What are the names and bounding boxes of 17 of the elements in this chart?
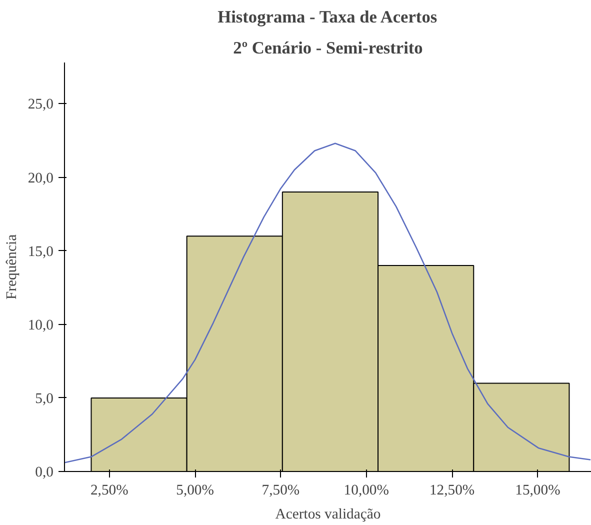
- y-tick-label: 0,0: [35, 464, 54, 480]
- x-tick-label: 12,50%: [429, 482, 475, 498]
- x-tick-label: 10,00%: [344, 482, 389, 498]
- y-axis-title: Frequência: [4, 234, 20, 300]
- y-tick-label: 20,0: [28, 170, 54, 186]
- line-series: [64, 142, 591, 464]
- x-tick-label: 5,00%: [176, 482, 214, 498]
- y-tick-label: 25,0: [28, 96, 54, 113]
- y-tick-label: 10,0: [28, 317, 54, 334]
- x-tick-label: 15,00%: [515, 482, 560, 498]
- chart-subtitle: 2º Cenário - Semi-restrito: [233, 38, 423, 58]
- x-axis-title: Acertos validação: [275, 506, 381, 522]
- y-tick-label: 5,0: [35, 390, 54, 407]
- y-tick-label: 15,0: [28, 244, 54, 260]
- x-tick-label: 7,50%: [262, 482, 300, 498]
- x-tick-label: 2,50%: [90, 482, 128, 498]
- chart-title: Histograma - Taxa de Acertos: [218, 8, 438, 26]
